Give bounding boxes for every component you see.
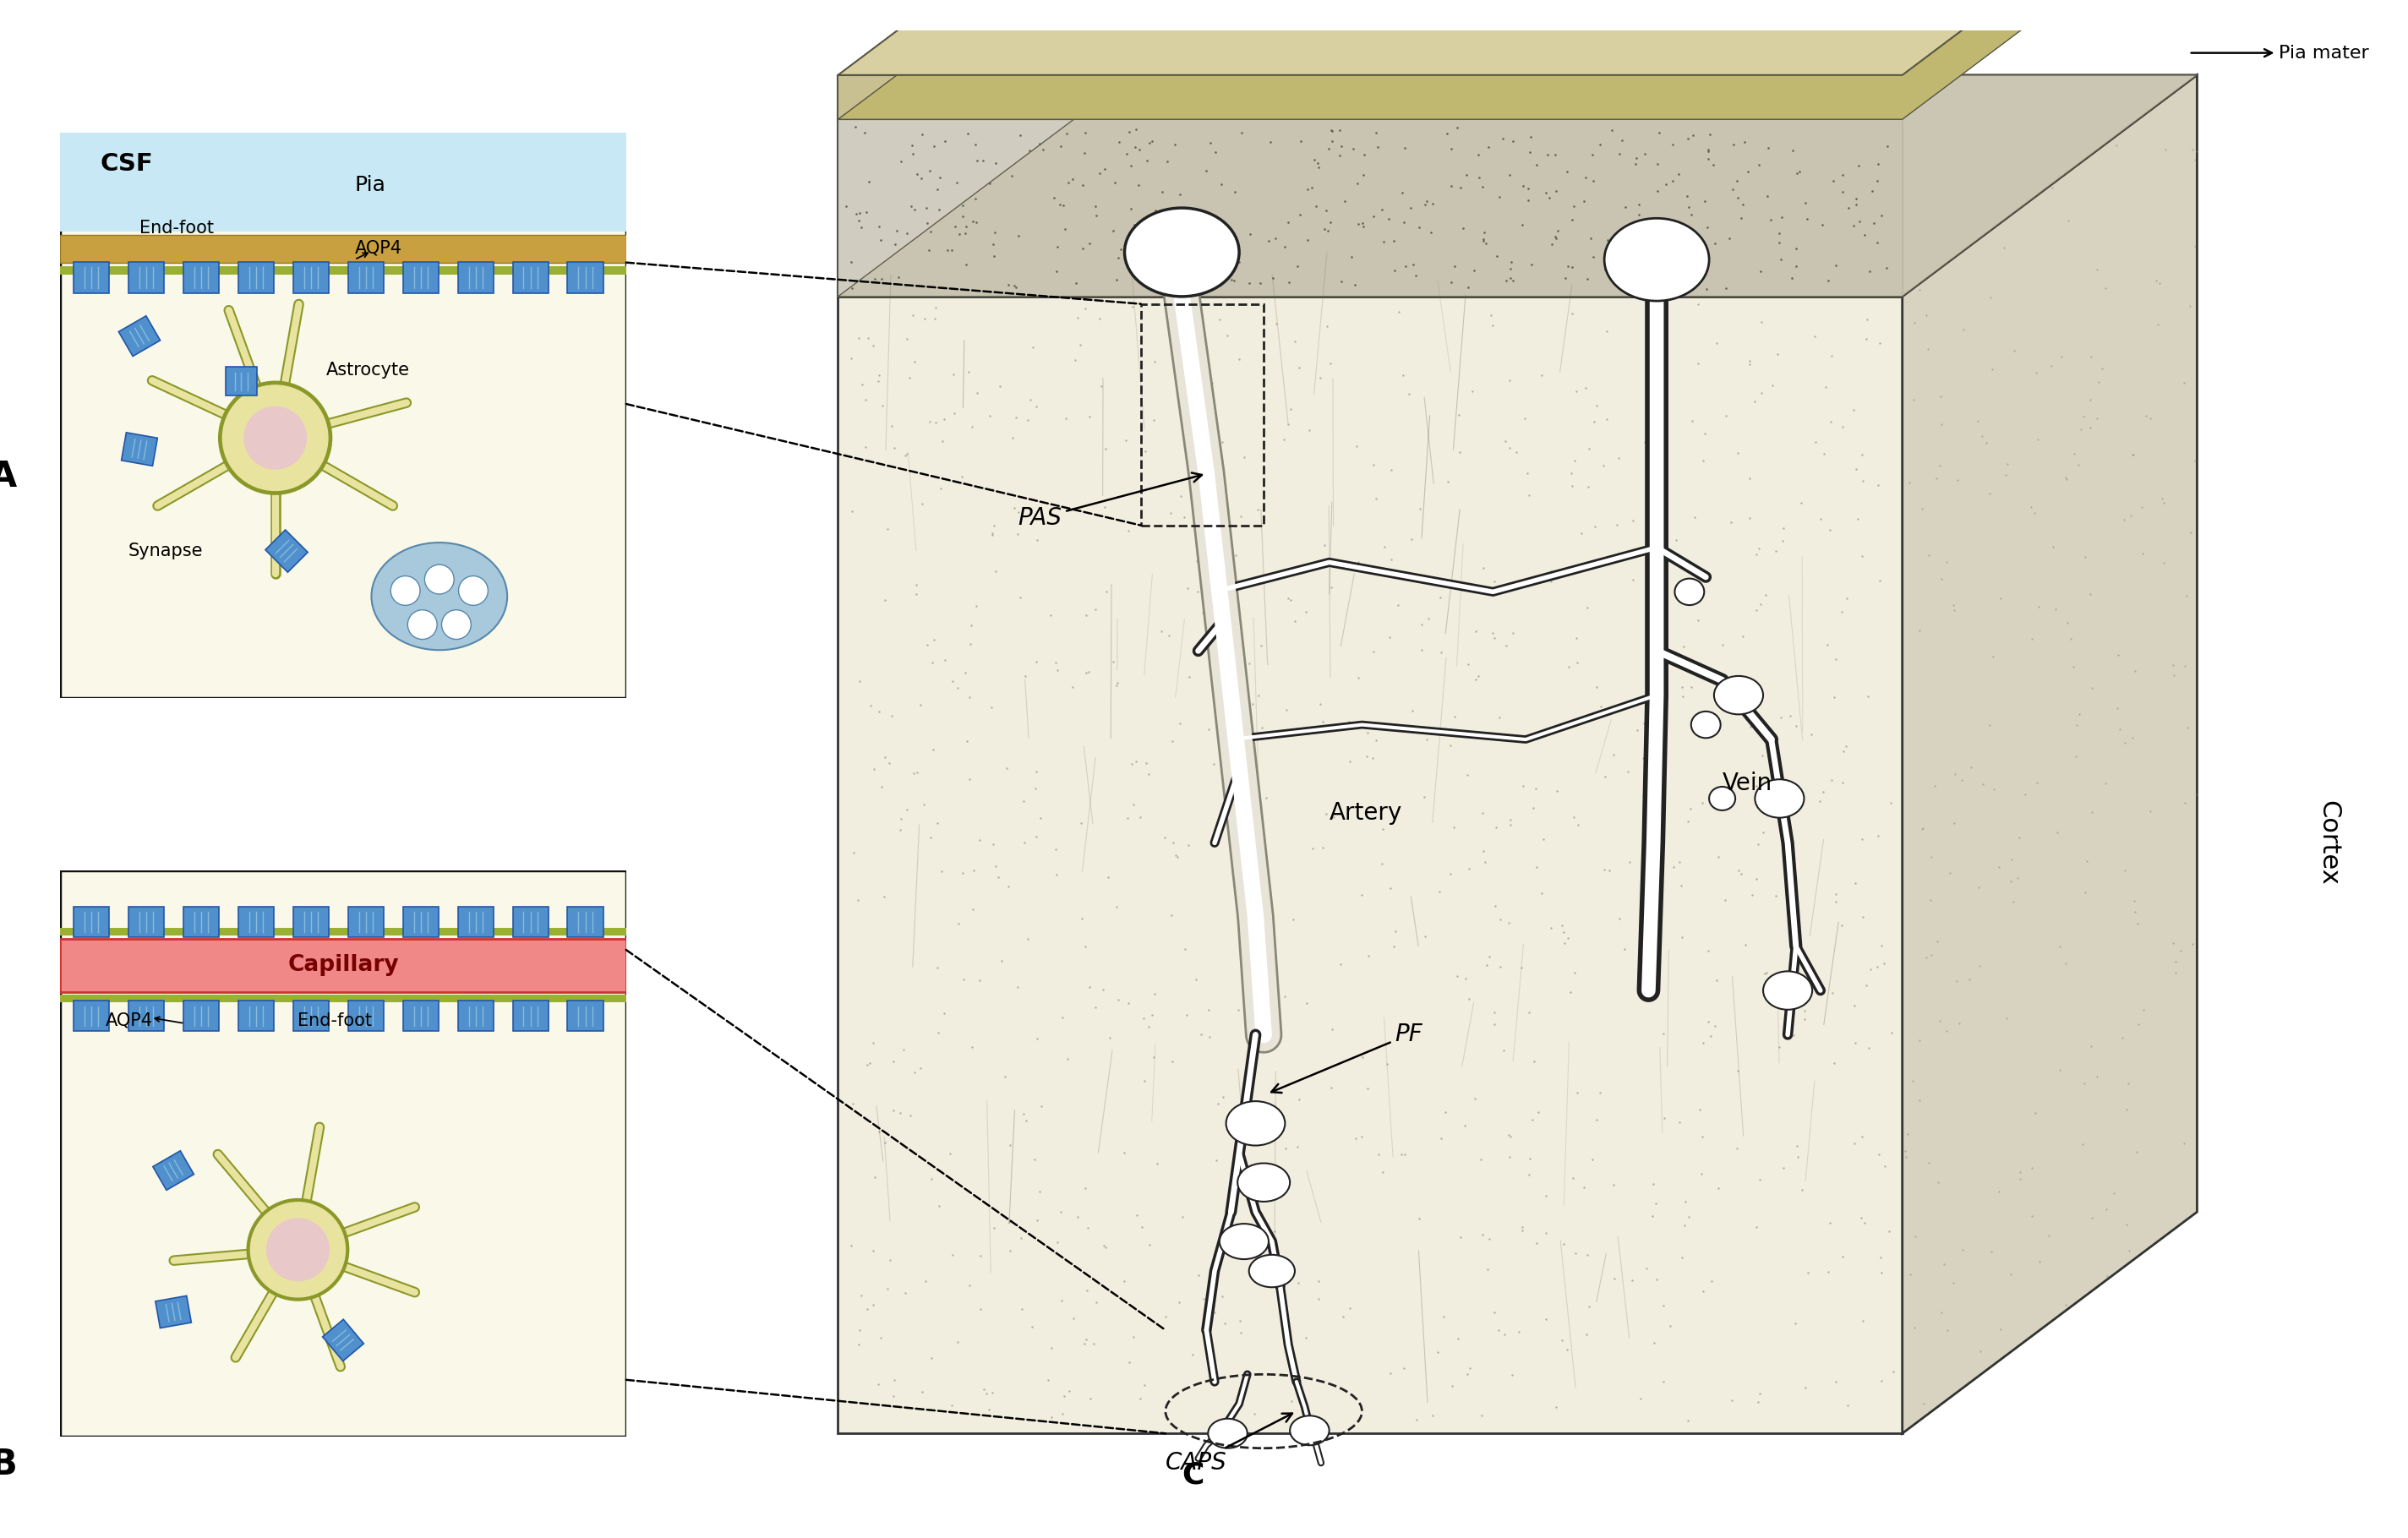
Ellipse shape	[1291, 1415, 1329, 1446]
Circle shape	[441, 611, 472, 640]
FancyBboxPatch shape	[294, 907, 330, 937]
Ellipse shape	[1125, 208, 1240, 297]
Text: Capillary: Capillary	[287, 955, 400, 977]
Circle shape	[458, 575, 489, 606]
FancyBboxPatch shape	[323, 1320, 364, 1361]
Polygon shape	[838, 75, 2196, 297]
FancyBboxPatch shape	[513, 907, 549, 937]
FancyBboxPatch shape	[157, 1297, 190, 1327]
FancyBboxPatch shape	[265, 531, 308, 572]
FancyBboxPatch shape	[128, 907, 164, 937]
Text: Cortex: Cortex	[2316, 800, 2341, 886]
Ellipse shape	[1710, 787, 1736, 811]
Text: B: B	[0, 1447, 17, 1483]
Ellipse shape	[1674, 578, 1705, 604]
Ellipse shape	[1226, 1101, 1286, 1146]
Ellipse shape	[1763, 972, 1813, 1009]
FancyBboxPatch shape	[347, 261, 383, 294]
Polygon shape	[838, 0, 2196, 120]
Text: A: A	[0, 458, 17, 495]
FancyBboxPatch shape	[513, 1001, 549, 1032]
Text: PAS: PAS	[1019, 472, 1202, 529]
FancyBboxPatch shape	[238, 1001, 275, 1032]
FancyBboxPatch shape	[458, 907, 494, 937]
Text: Artery: Artery	[1329, 801, 1401, 824]
FancyBboxPatch shape	[347, 907, 383, 937]
FancyBboxPatch shape	[152, 1150, 195, 1190]
Text: End-foot: End-foot	[140, 220, 214, 237]
FancyBboxPatch shape	[238, 261, 275, 294]
Text: Astrocyte: Astrocyte	[325, 361, 409, 378]
Text: CAPS: CAPS	[1165, 1413, 1293, 1475]
FancyBboxPatch shape	[75, 261, 108, 294]
Circle shape	[267, 1218, 330, 1281]
FancyBboxPatch shape	[294, 1001, 330, 1032]
Circle shape	[390, 575, 419, 606]
Bar	[60, 235, 626, 263]
FancyBboxPatch shape	[226, 368, 258, 395]
FancyBboxPatch shape	[183, 261, 219, 294]
FancyBboxPatch shape	[458, 1001, 494, 1032]
Polygon shape	[838, 120, 1902, 297]
Circle shape	[248, 1198, 349, 1301]
Bar	[1141, 305, 1264, 526]
Circle shape	[424, 564, 455, 594]
FancyBboxPatch shape	[568, 1001, 602, 1032]
Ellipse shape	[1604, 218, 1710, 301]
FancyBboxPatch shape	[568, 907, 602, 937]
Circle shape	[243, 406, 306, 469]
Bar	[60, 927, 626, 935]
Ellipse shape	[1714, 677, 1763, 714]
Ellipse shape	[1238, 1163, 1291, 1201]
FancyBboxPatch shape	[183, 907, 219, 937]
FancyBboxPatch shape	[458, 261, 494, 294]
FancyBboxPatch shape	[120, 432, 157, 466]
Polygon shape	[1902, 75, 2196, 1433]
FancyBboxPatch shape	[128, 261, 164, 294]
FancyBboxPatch shape	[128, 1001, 164, 1032]
Bar	[60, 132, 626, 231]
FancyBboxPatch shape	[294, 261, 330, 294]
Bar	[60, 938, 626, 992]
FancyBboxPatch shape	[118, 315, 161, 357]
FancyBboxPatch shape	[402, 907, 438, 937]
Text: C: C	[1182, 1461, 1204, 1489]
Ellipse shape	[371, 543, 508, 651]
Text: AQP4: AQP4	[106, 1012, 152, 1029]
FancyBboxPatch shape	[568, 261, 602, 294]
Polygon shape	[838, 75, 1902, 120]
Ellipse shape	[1755, 780, 1804, 818]
FancyBboxPatch shape	[183, 1001, 219, 1032]
Bar	[60, 995, 626, 1003]
FancyBboxPatch shape	[75, 1001, 108, 1032]
Circle shape	[407, 611, 438, 640]
Polygon shape	[838, 0, 2196, 75]
Text: End-foot: End-foot	[299, 1012, 373, 1029]
Text: PF: PF	[1271, 1023, 1423, 1092]
Circle shape	[219, 381, 332, 495]
Text: Pia mater: Pia mater	[2191, 45, 2369, 62]
FancyBboxPatch shape	[402, 1001, 438, 1032]
Text: Pia: Pia	[354, 175, 385, 195]
Text: Vein: Vein	[1722, 772, 1772, 795]
FancyBboxPatch shape	[75, 907, 108, 937]
Text: AQP4: AQP4	[354, 240, 402, 257]
Ellipse shape	[1218, 1224, 1269, 1260]
FancyBboxPatch shape	[402, 261, 438, 294]
Circle shape	[222, 386, 327, 491]
Ellipse shape	[1250, 1255, 1296, 1287]
Circle shape	[250, 1203, 344, 1297]
Ellipse shape	[1690, 712, 1722, 738]
Text: Synapse: Synapse	[128, 543, 202, 560]
FancyBboxPatch shape	[238, 907, 275, 937]
Ellipse shape	[1209, 1418, 1247, 1449]
Polygon shape	[838, 297, 1902, 1433]
FancyBboxPatch shape	[513, 261, 549, 294]
FancyBboxPatch shape	[347, 1001, 383, 1032]
Bar	[60, 266, 626, 275]
Polygon shape	[838, 75, 2196, 297]
Text: CSF: CSF	[99, 152, 152, 175]
